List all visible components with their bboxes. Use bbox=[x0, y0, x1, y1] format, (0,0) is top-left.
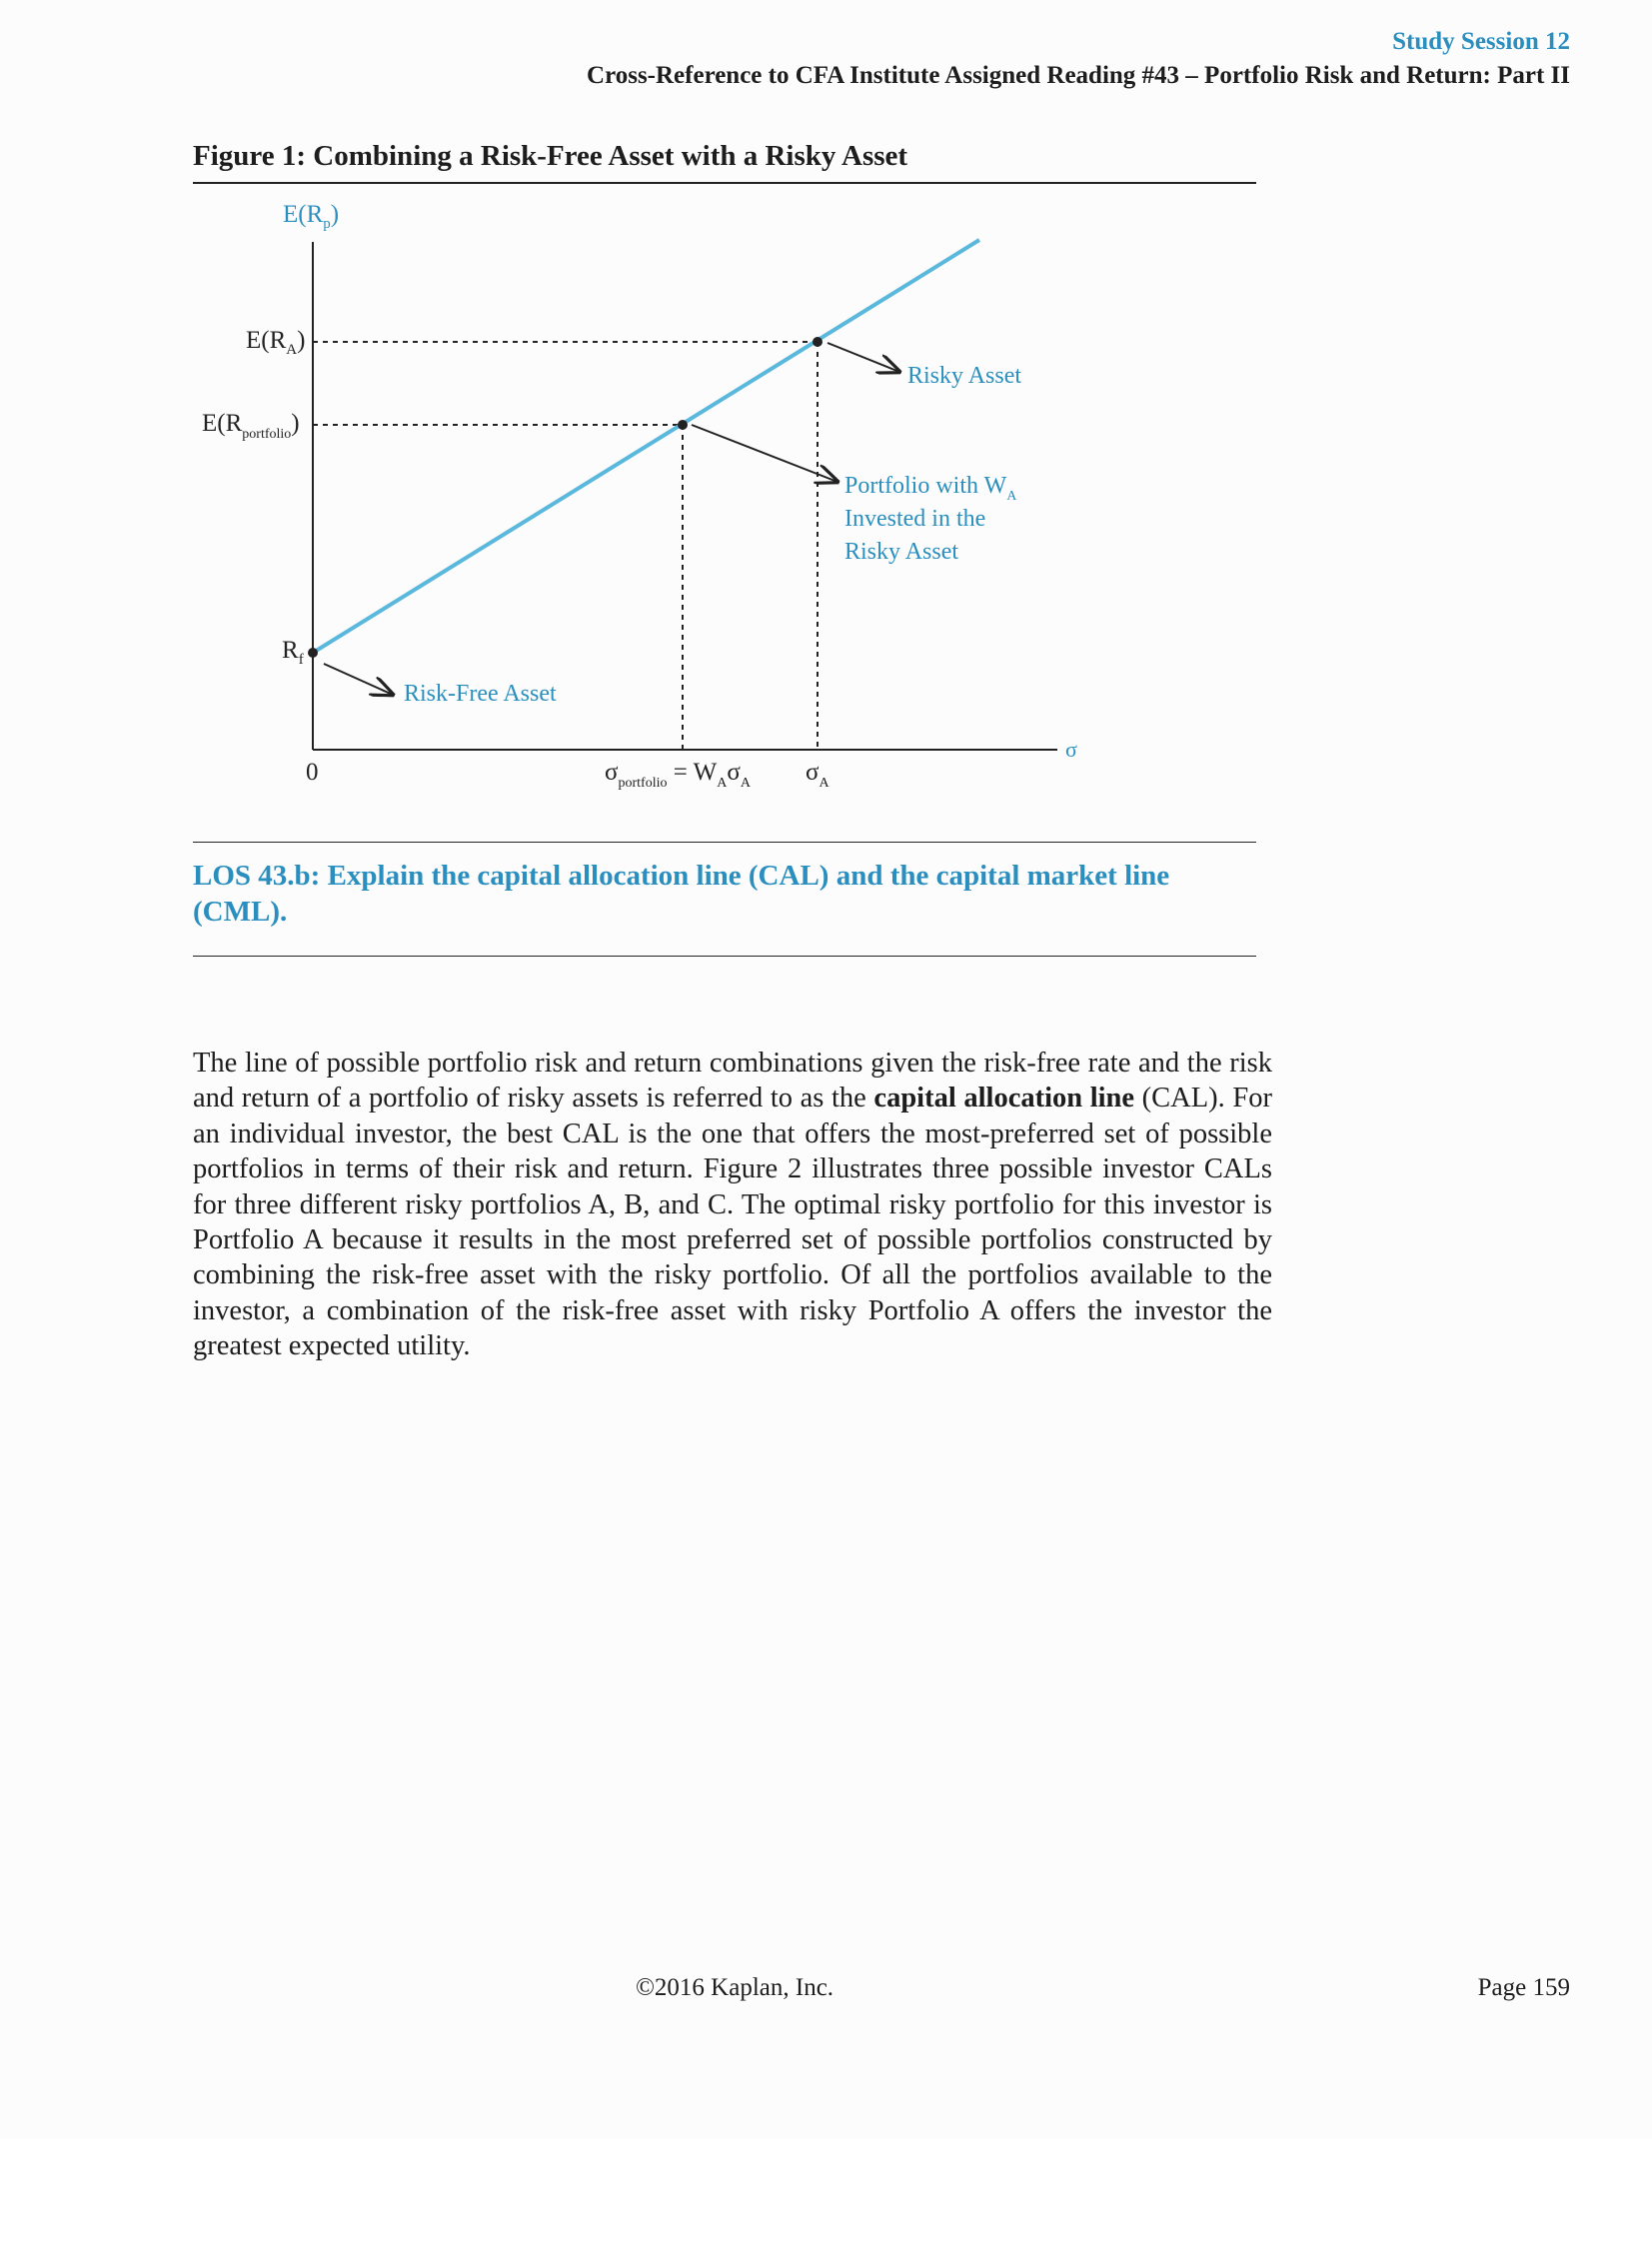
figure-chart: E(Rp) E(RA) E(Rportfolio) Rf 0 σ σportfo… bbox=[202, 201, 1077, 791]
x-label-origin: 0 bbox=[306, 759, 319, 786]
los-heading: LOS 43.b: Explain the capital allocation… bbox=[193, 860, 1170, 928]
header-cross-reference: Cross-Reference to CFA Institute Assigne… bbox=[587, 62, 1570, 89]
y-axis-title: E(Rp) bbox=[283, 201, 339, 232]
x-label-sigma-a: σA bbox=[806, 759, 829, 791]
footer-page-number: Page 159 bbox=[1477, 1974, 1570, 2001]
y-label-era: E(RA) bbox=[246, 327, 305, 358]
body-paragraph: The line of possible portfolio risk and … bbox=[193, 1046, 1272, 1364]
capital-allocation-line bbox=[311, 238, 981, 655]
annotation-risky-asset: Risky Asset bbox=[907, 363, 1021, 389]
annotation-portfolio-line3: Risky Asset bbox=[844, 539, 958, 565]
page: Study Session 12 Cross-Reference to CFA … bbox=[193, 28, 1570, 2001]
header-study-session: Study Session 12 bbox=[1392, 28, 1570, 55]
x-axis-title: σ bbox=[1065, 737, 1077, 762]
annotation-portfolio-line2: Invested in the bbox=[844, 506, 985, 532]
risk-free-point bbox=[308, 648, 318, 658]
risky-asset-point bbox=[813, 337, 823, 347]
portfolio-point bbox=[678, 420, 688, 430]
body-text-part2: (CAL). For an individual investor, the b… bbox=[193, 1083, 1272, 1362]
y-label-rf: Rf bbox=[282, 637, 304, 668]
x-label-sigma-portfolio: σportfolio = WAσA bbox=[605, 759, 752, 791]
body-text-part1: The line of possible portfolio risk and … bbox=[193, 1048, 1272, 1115]
y-label-erp: E(Rportfolio) bbox=[202, 410, 300, 442]
annotation-risk-free: Risk-Free Asset bbox=[404, 681, 557, 707]
los-bottom-rule bbox=[193, 956, 1256, 957]
los-top-rule bbox=[193, 842, 1256, 843]
figure-title: Figure 1: Combining a Risk-Free Asset wi… bbox=[193, 140, 908, 172]
figure-title-rule bbox=[193, 182, 1256, 184]
arrow-portfolio bbox=[691, 424, 837, 482]
arrow-risk-free bbox=[323, 663, 393, 695]
body-bold-term: capital allocation line bbox=[873, 1083, 1135, 1115]
arrow-risky-asset bbox=[826, 342, 899, 372]
footer-copyright: ©2016 Kaplan, Inc. bbox=[635, 1974, 834, 2001]
annotation-portfolio-line1: Portfolio with WA bbox=[844, 473, 1017, 504]
